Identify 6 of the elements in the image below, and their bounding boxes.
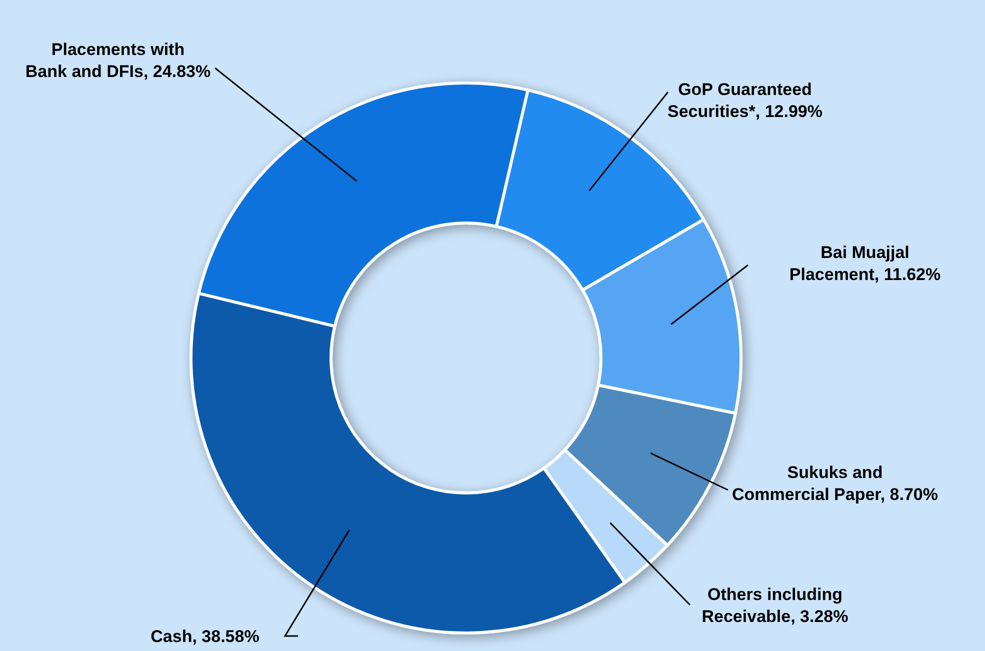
slice-label: Bai Muajjal Placement, 11.62% bbox=[789, 243, 941, 284]
slice-label: GoP Guaranteed Securities*, 12.99% bbox=[668, 80, 822, 121]
slice-label: Sukuks and Commercial Paper, 8.70% bbox=[732, 463, 938, 504]
slice-label: Placements with Bank and DFIs, 24.83% bbox=[25, 40, 211, 81]
slice-label: Others including Receivable, 3.28% bbox=[702, 585, 848, 626]
slice-label: Cash, 38.58% bbox=[150, 627, 260, 646]
